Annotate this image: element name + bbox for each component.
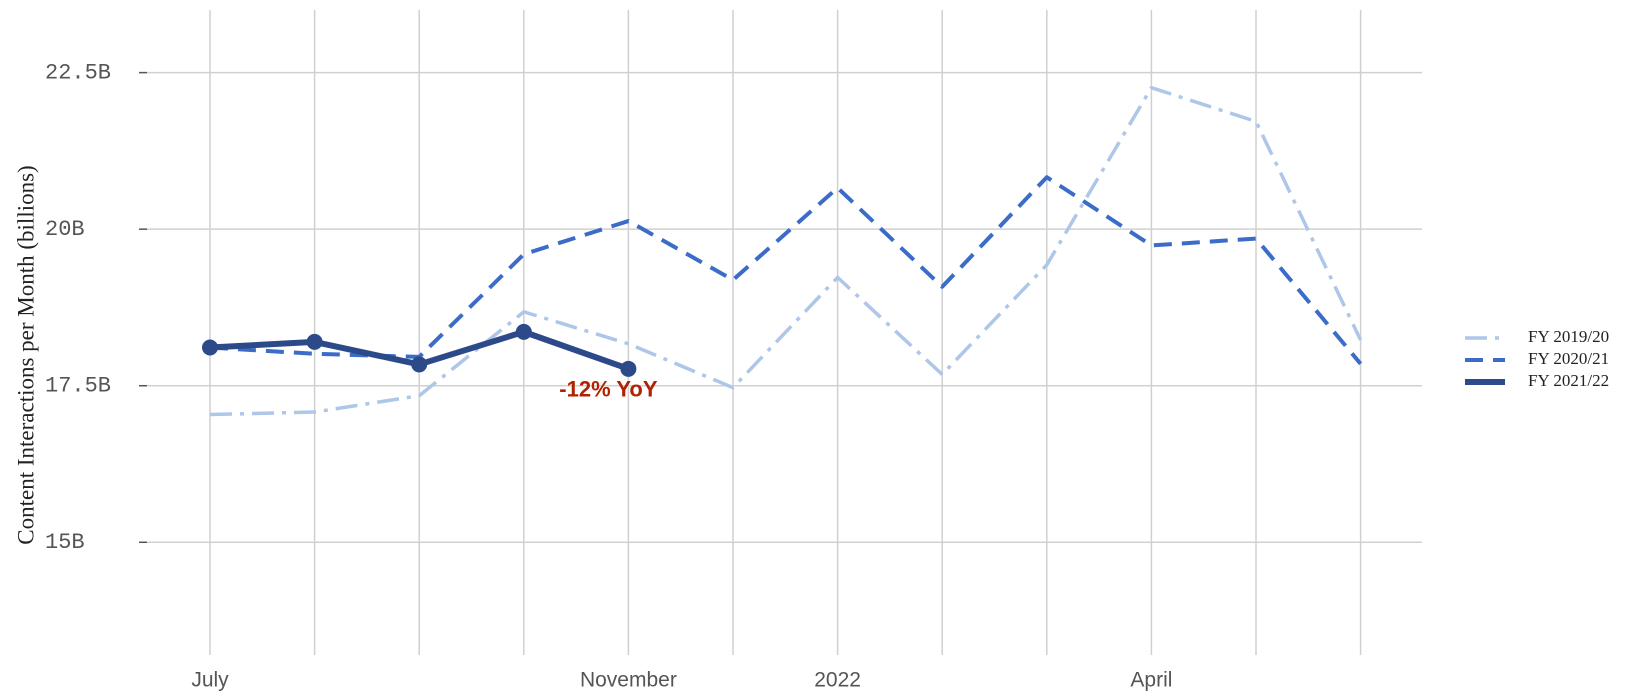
x-tick-label: 2022 (814, 669, 861, 692)
legend-label: FY 2019/20 (1528, 327, 1609, 346)
y-tick-label: 15B (45, 530, 85, 555)
series-line (209, 175, 1363, 366)
series-marker (620, 360, 637, 377)
y-axis-label: Content Interactions per Month (billions… (13, 165, 38, 544)
legend-label: FY 2020/21 (1528, 349, 1609, 368)
annotation: -12% YoY (559, 377, 658, 402)
y-tick-label: 17.5B (45, 374, 111, 399)
series-marker (411, 356, 428, 373)
series-marker (202, 339, 218, 356)
x-tick-label: April (1130, 669, 1172, 692)
x-tick-label: July (191, 669, 229, 692)
series-marker (306, 333, 323, 350)
y-tick-label: 20B (45, 217, 85, 242)
legend-label: FY 2021/22 (1528, 371, 1609, 390)
y-tick-label: 22.5B (45, 60, 111, 85)
x-tick-label: November (580, 669, 677, 692)
series-line (209, 85, 1363, 417)
series-marker (515, 323, 532, 340)
